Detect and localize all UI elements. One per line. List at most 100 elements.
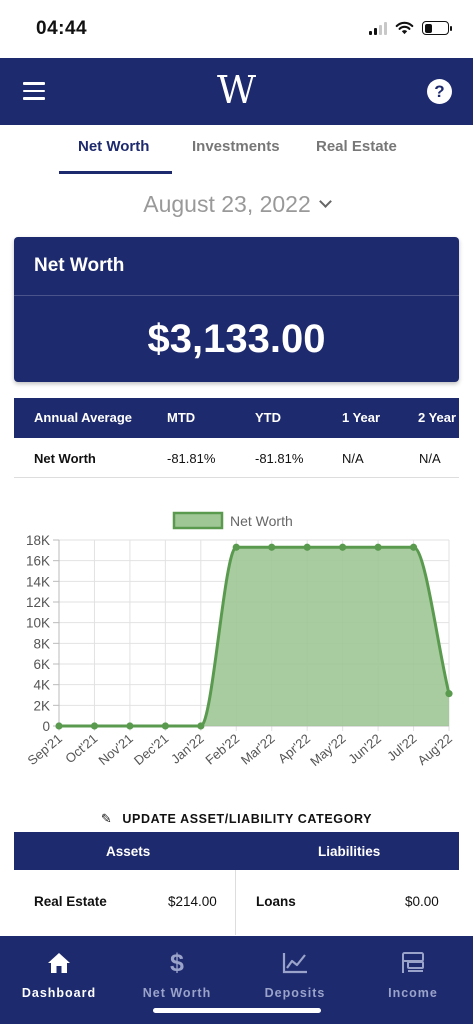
x-tick-label: Dec'21: [131, 731, 171, 768]
data-point: [268, 543, 276, 551]
active-tab-indicator: [59, 171, 172, 174]
wifi-icon: [395, 21, 414, 35]
data-point: [197, 722, 205, 730]
menu-icon[interactable]: [23, 82, 45, 100]
tab-bar: Net Worth Investments Real Estate: [0, 138, 473, 174]
performance-table: Annual Average MTD YTD 1 Year 2 Year Net…: [14, 398, 459, 478]
x-tick-label: Oct'21: [62, 731, 100, 766]
data-point: [161, 722, 169, 730]
assets-header: Assets: [106, 844, 151, 859]
signal-icon: [369, 21, 387, 35]
status-bar: 04:44: [0, 0, 473, 58]
nav-deposits-label: Deposits: [264, 986, 326, 1000]
y-tick-label: 2K: [33, 698, 50, 713]
data-point: [55, 722, 63, 730]
y-tick-label: 8K: [33, 636, 50, 651]
table-row: Net Worth -81.81% -81.81% N/A N/A: [14, 438, 459, 478]
y-tick-label: 18K: [26, 533, 50, 548]
y-tick-label: 6K: [33, 657, 50, 672]
line-chart-icon: [236, 950, 354, 976]
nav-income[interactable]: Income: [354, 950, 472, 1000]
battery-icon: [422, 21, 452, 35]
data-point: [445, 690, 453, 698]
legend-label: Net Worth: [230, 513, 293, 529]
legend-swatch: [172, 511, 224, 530]
y-tick-label: 12K: [26, 595, 50, 610]
card-divider: [14, 295, 459, 296]
header-mtd: MTD: [167, 410, 196, 425]
performance-table-header: Annual Average MTD YTD 1 Year 2 Year: [14, 398, 459, 438]
nav-deposits[interactable]: Deposits: [236, 950, 354, 1000]
tab-real-estate[interactable]: Real Estate: [316, 138, 397, 155]
series-area: [59, 547, 449, 726]
x-tick-label: Jun'22: [345, 731, 384, 767]
data-point: [303, 543, 311, 551]
tab-investments[interactable]: Investments: [192, 138, 280, 155]
ytd-value: -81.81%: [255, 451, 304, 466]
x-tick-label: Aug'22: [415, 731, 455, 768]
data-point: [232, 543, 240, 551]
assets-liabilities-body: Real Estate $214.00 Loans $0.00: [14, 870, 459, 935]
nav-dashboard[interactable]: Dashboard: [0, 950, 118, 1000]
home-indicator: [153, 1008, 321, 1013]
net-worth-card: Net Worth $3,133.00: [14, 237, 459, 382]
data-point: [126, 722, 134, 730]
app-header: W ?: [0, 58, 473, 125]
asset-item-value: $214.00: [168, 894, 217, 909]
header-annual-average: Annual Average: [34, 410, 133, 425]
pencil-icon: ✎: [100, 811, 113, 826]
one-year-value: N/A: [342, 451, 364, 466]
x-tick-label: Sep'21: [25, 731, 65, 768]
date-selector[interactable]: August 23, 2022: [0, 191, 473, 218]
y-tick-label: 16K: [26, 554, 50, 569]
x-tick-label: Nov'21: [96, 731, 136, 768]
update-category-link[interactable]: ✎ UPDATE ASSET/LIABILITY CATEGORY: [0, 811, 473, 827]
liability-item-label[interactable]: Loans: [256, 894, 296, 909]
two-year-value: N/A: [419, 451, 441, 466]
header-1-year: 1 Year: [342, 410, 381, 425]
net-worth-card-title: Net Worth: [34, 255, 125, 276]
income-icon: [354, 950, 472, 976]
chevron-down-icon: [318, 195, 332, 208]
net-worth-chart: Net Worth 0 2K 4K 6K 8K 10K 12K 14K 16K 18K Sep'21 O…: [0, 505, 473, 780]
y-tick-label: 14K: [26, 574, 50, 589]
x-tick-label: Feb'22: [202, 731, 242, 768]
row-label: Net Worth: [34, 451, 96, 466]
y-tick-label: 4K: [33, 678, 50, 693]
nav-net-worth[interactable]: $ Net Worth: [118, 948, 236, 1001]
asset-item-label[interactable]: Real Estate: [34, 894, 107, 909]
x-tick-label: Jan'22: [168, 731, 207, 767]
y-tick-label: 0: [42, 719, 50, 734]
status-time: 04:44: [36, 18, 88, 39]
tab-net-worth[interactable]: Net Worth: [78, 138, 150, 155]
net-worth-amount: $3,133.00: [147, 317, 326, 361]
data-point: [90, 722, 99, 730]
x-tick-label: Apr'22: [275, 731, 313, 766]
data-point: [409, 543, 418, 551]
assets-liabilities-header: Assets Liabilities: [14, 832, 459, 870]
y-tick-label: 10K: [26, 616, 50, 631]
app-logo: W: [216, 68, 257, 112]
x-tick-label: Jul'22: [384, 731, 419, 764]
x-tick-label: May'22: [307, 731, 348, 769]
liability-item-value: $0.00: [405, 894, 439, 909]
header-2-year: 2 Year: [418, 410, 457, 425]
help-icon[interactable]: ?: [427, 79, 452, 104]
nav-income-label: Income: [388, 986, 438, 1000]
header-ytd: YTD: [255, 410, 281, 425]
nav-dashboard-label: Dashboard: [21, 986, 97, 1000]
x-tick-label: Mar'22: [238, 731, 278, 768]
update-link-label: UPDATE ASSET/LIABILITY CATEGORY: [122, 812, 373, 826]
date-value: August 23, 2022: [143, 191, 311, 217]
home-icon: [0, 950, 118, 976]
status-icons: [369, 21, 452, 35]
liabilities-header: Liabilities: [318, 844, 381, 859]
assets-liabilities-table: Assets Liabilities Real Estate $214.00 L…: [14, 832, 459, 935]
nav-net-worth-label: Net Worth: [142, 986, 212, 1000]
chart-svg: Net Worth 0 2K 4K 6K 8K 10K 12K 14K 16K 18K Sep'21O…: [25, 511, 455, 769]
dollar-icon: $: [170, 948, 184, 977]
data-point: [339, 543, 347, 551]
column-divider: [235, 870, 236, 935]
data-point: [374, 543, 382, 551]
mtd-value: -81.81%: [167, 451, 216, 466]
